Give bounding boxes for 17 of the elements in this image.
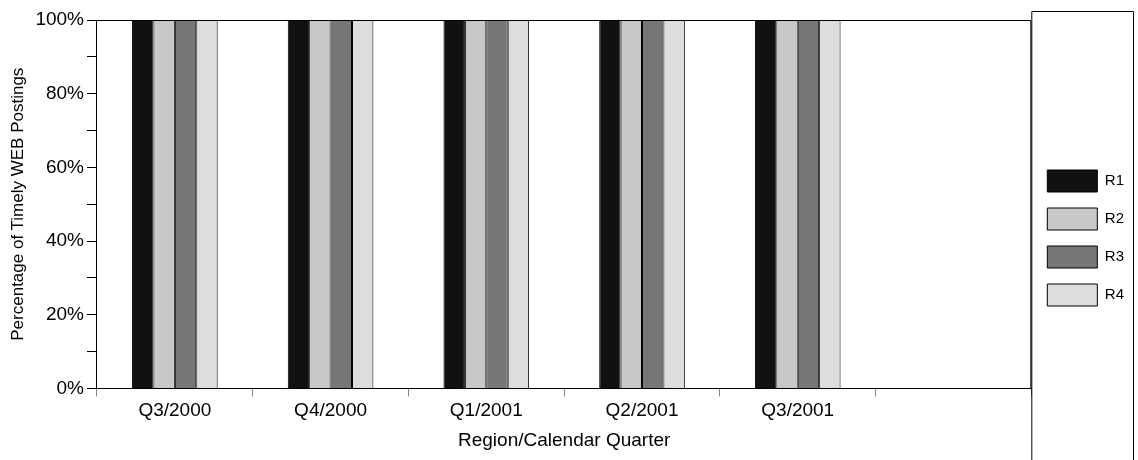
legend-label: R2: [1104, 209, 1125, 227]
x-tick-label: Q3/2001: [761, 399, 835, 421]
legend-label: R3: [1104, 247, 1125, 265]
x-tick-label: Q4/2000: [294, 399, 368, 421]
legend-label: R4: [1104, 285, 1125, 303]
x-axis-title: Region/Calendar Quarter: [458, 428, 671, 450]
y-tick-label: 100%: [35, 8, 85, 30]
x-tick-label: Q2/2001: [605, 399, 679, 421]
y-tick-label: 20%: [45, 302, 85, 324]
legend-label: R1: [1104, 171, 1125, 189]
y-tick-label: 0%: [56, 376, 85, 398]
y-tick-label: 60%: [45, 155, 85, 177]
y-tick-label: 80%: [45, 81, 85, 103]
y-tick-label: 40%: [45, 229, 85, 251]
x-tick-label: Q1/2001: [449, 399, 523, 421]
y-axis-title: Percentage of Timely WEB Postings: [7, 67, 27, 341]
x-tick-label: Q3/2000: [138, 399, 212, 421]
